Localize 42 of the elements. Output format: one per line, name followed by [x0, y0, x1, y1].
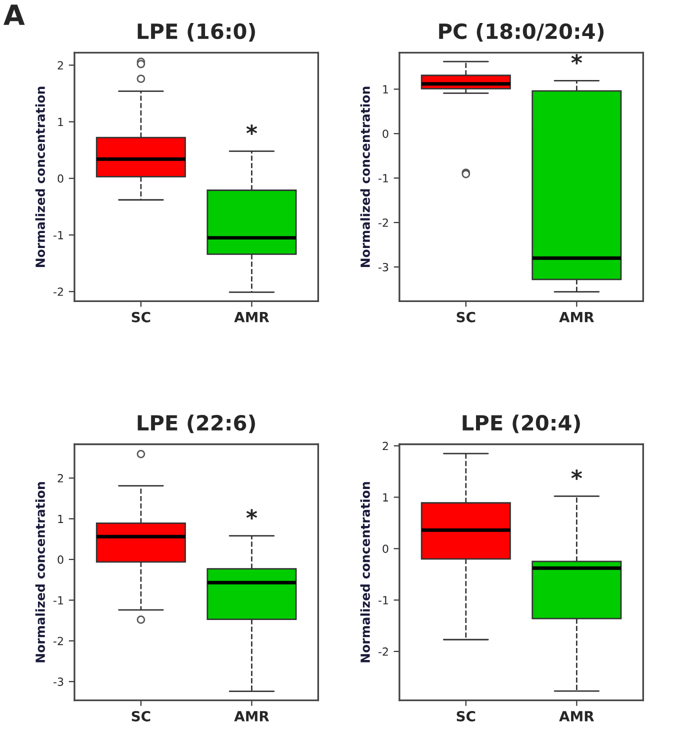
y-tick-label: -2	[378, 647, 388, 656]
x-tick-label: AMR	[559, 711, 594, 722]
y-tick-label: -2	[54, 288, 63, 296]
y-tick-label: -3	[54, 678, 64, 686]
x-tick-label: SC	[456, 312, 476, 322]
chart-title: PC (18:0/20:4)	[439, 23, 604, 42]
y-axis-title: Normalized concentration	[360, 482, 370, 662]
y-tick-label: 0	[382, 544, 388, 554]
y-tick-label: 1	[383, 85, 388, 94]
y-tick-label: 2	[58, 474, 63, 482]
x-tick-label: SC	[132, 312, 150, 322]
y-tick-label: 0	[58, 555, 64, 564]
y-tick-label: -3	[378, 262, 388, 272]
y-tick-label: -1	[378, 174, 388, 182]
x-tick-label: SC	[132, 710, 150, 722]
x-tick-label: SC	[456, 710, 476, 722]
y-tick-label: -2	[54, 636, 63, 646]
chart-title: LPE (22:6)	[138, 414, 255, 434]
annotation: *	[571, 54, 582, 64]
y-axis-title: Normalized concentration	[35, 86, 45, 267]
y-axis-title: Normalized concentration	[360, 86, 370, 267]
y-tick-label: 1	[383, 493, 388, 502]
y-tick-label: 0	[58, 174, 64, 183]
y-tick-label: -1	[54, 596, 64, 604]
x-tick-label: AMR	[234, 312, 270, 322]
y-tick-label: 2	[58, 61, 63, 70]
y-tick-label: 2	[382, 442, 388, 450]
annotation: *	[246, 509, 258, 520]
y-tick-label: 0	[382, 130, 388, 138]
y-tick-label: -2	[378, 218, 388, 227]
text: A	[4, 4, 25, 25]
y-tick-label: -1	[54, 231, 64, 240]
y-tick-label: 1	[58, 118, 64, 126]
chart-title: LPE (20:4)	[462, 414, 580, 434]
chart-title: LPE (16:0)	[138, 23, 255, 42]
y-tick-label: -1	[378, 596, 388, 604]
annotation: *	[246, 124, 258, 135]
x-tick-label: AMR	[234, 711, 270, 722]
y-tick-label: 1	[58, 514, 64, 523]
x-tick-label: AMR	[559, 312, 594, 322]
y-axis-title: Normalized concentration	[35, 482, 45, 662]
annotation: *	[571, 470, 582, 480]
